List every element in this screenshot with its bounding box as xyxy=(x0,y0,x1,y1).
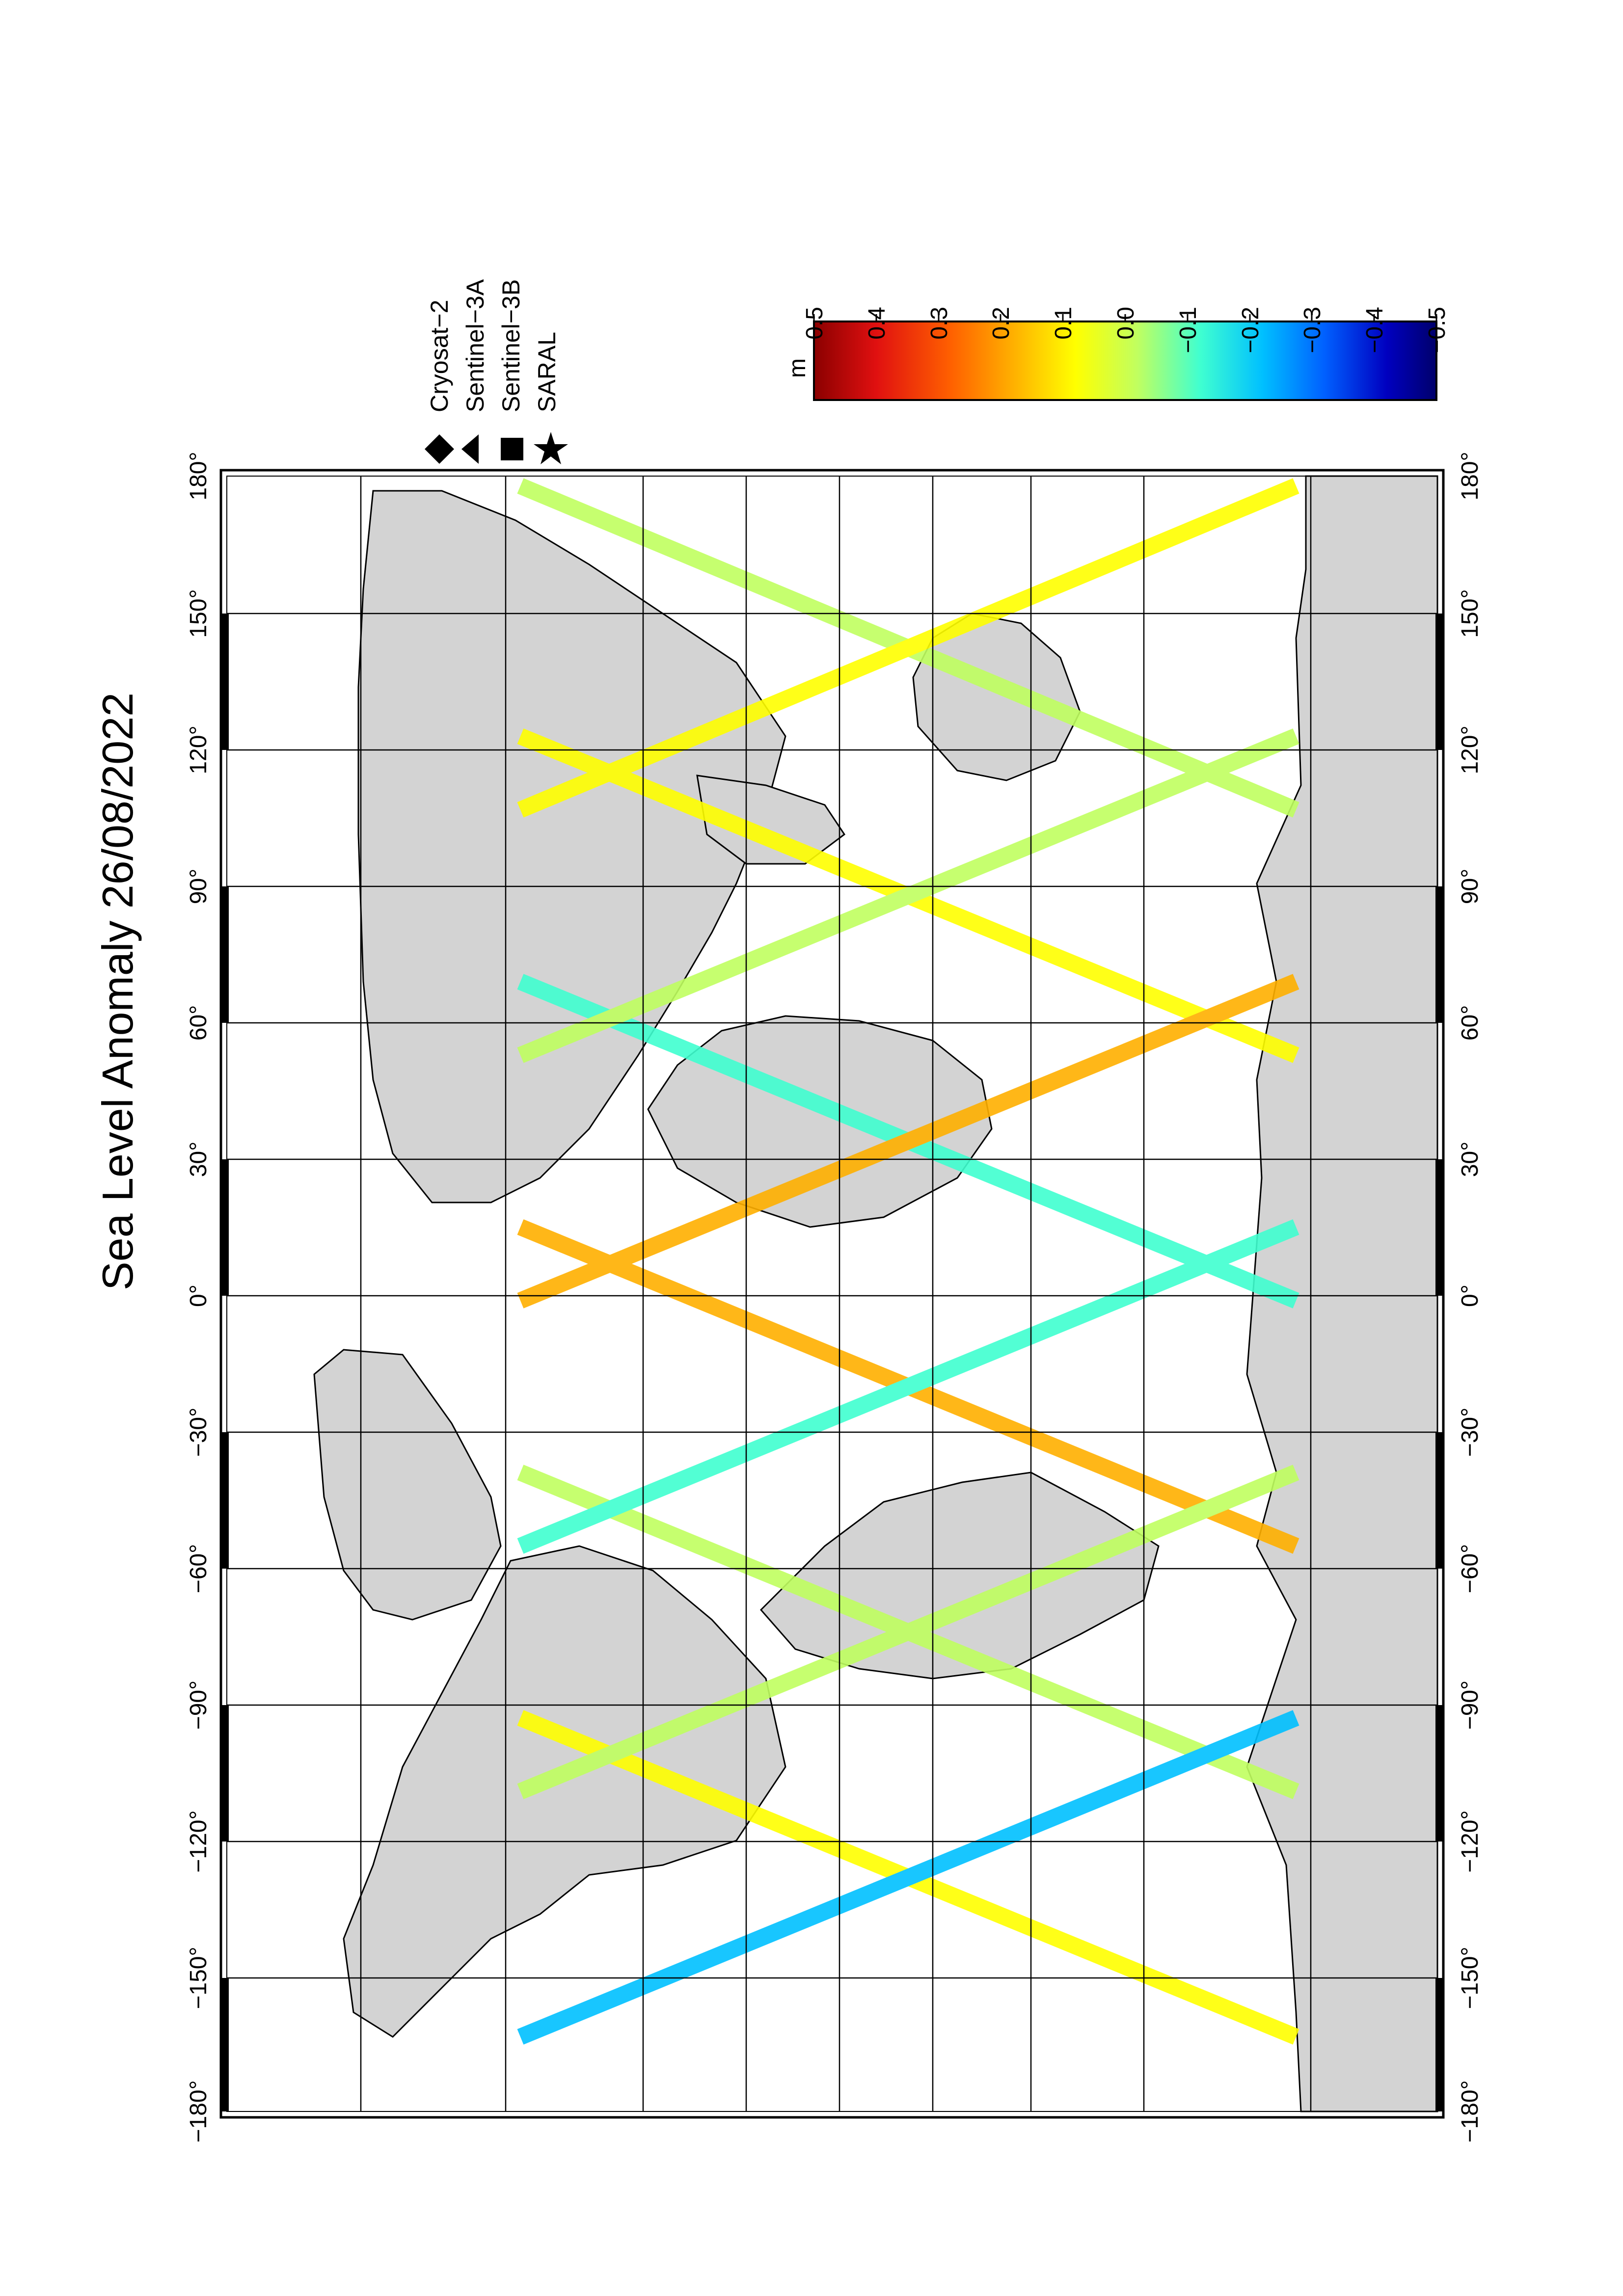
longitude-labels-right: −180° −150° −120° −90° −60° −30° 0° 30° … xyxy=(1457,452,1483,2142)
cb-label: 0.5 xyxy=(802,307,828,340)
legend-item: Cryosat−2 xyxy=(425,300,454,464)
lon-label: −30° xyxy=(186,1408,212,1457)
square-icon xyxy=(501,438,523,460)
lon-label: 120° xyxy=(1457,725,1483,774)
cb-label: 0.2 xyxy=(988,307,1014,340)
eurasia xyxy=(357,490,786,1203)
lon-label: −120° xyxy=(186,1810,212,1872)
lon-label: 180° xyxy=(1457,452,1483,500)
triangle-icon xyxy=(461,434,479,464)
cb-label: 0.3 xyxy=(926,307,952,340)
lon-label: 150° xyxy=(186,589,212,638)
frame-scale-bars xyxy=(221,614,1443,2111)
legend-label: SARAL xyxy=(533,332,561,412)
colorbar-unit: m xyxy=(784,358,811,378)
lon-label: 60° xyxy=(186,1005,212,1041)
colorbar-labels: 0.5 0.4 0.3 0.2 0.1 0.0 −0.1 −0.2 −0.3 −… xyxy=(802,307,1450,353)
cb-label: −0.5 xyxy=(1424,307,1450,353)
lon-label: 30° xyxy=(1457,1142,1483,1177)
lon-label: 120° xyxy=(186,725,212,774)
lon-label: 0° xyxy=(186,1284,212,1307)
lon-label: −180° xyxy=(1457,2080,1483,2142)
cb-label: −0.4 xyxy=(1362,307,1388,353)
lon-label: −120° xyxy=(1457,1810,1483,1872)
legend-label: Sentinel−3B xyxy=(497,279,525,412)
star-icon xyxy=(534,432,568,464)
lon-label: −90° xyxy=(1457,1681,1483,1730)
cb-label: −0.1 xyxy=(1175,307,1201,353)
lon-label: −180° xyxy=(186,2080,212,2142)
lon-label: 150° xyxy=(1457,589,1483,638)
lon-label: −60° xyxy=(186,1544,212,1594)
lon-label: 60° xyxy=(1457,1005,1483,1041)
map-title: Sea Level Anomaly 26/08/2022 xyxy=(93,693,142,1290)
colorbar-gradient xyxy=(813,320,1437,401)
cb-label: −0.3 xyxy=(1299,307,1325,353)
lon-label: −30° xyxy=(1457,1408,1483,1457)
lon-label: −90° xyxy=(186,1681,212,1730)
cb-label: 0.1 xyxy=(1051,307,1077,340)
cb-label: 0.0 xyxy=(1113,307,1139,340)
graticule xyxy=(227,476,1437,2111)
lon-label: 0° xyxy=(1457,1284,1483,1307)
satellite-legend: Cryosat−2 Sentinel−3A Sentinel−3B SARAL xyxy=(425,279,568,464)
lon-label: −150° xyxy=(186,1947,212,2009)
south-america xyxy=(759,1471,1160,1680)
satellite-tracks xyxy=(517,478,1299,2045)
lon-label: 180° xyxy=(186,452,212,500)
diamond-icon xyxy=(425,434,454,464)
cb-label: 0.4 xyxy=(864,307,890,340)
colorbar-ticks xyxy=(813,314,1437,321)
legend-label: Sentinel−3A xyxy=(461,279,489,412)
north-america xyxy=(343,1545,786,2038)
legend-item: Sentinel−3A xyxy=(461,279,489,464)
longitude-labels-left: −180° −150° −120° −90° −60° −30° 0° 30° … xyxy=(186,452,212,2142)
legend-item: Sentinel−3B xyxy=(497,279,525,460)
australia xyxy=(912,613,1081,781)
lon-label: 30° xyxy=(186,1142,212,1177)
india xyxy=(696,774,846,865)
cb-label: −0.2 xyxy=(1238,307,1264,353)
lon-label: −60° xyxy=(1457,1544,1483,1594)
lon-label: −150° xyxy=(1457,1947,1483,2009)
colorbar: m 0.5 0.4 0.3 0.2 0.1 0.0 −0.1 −0.2 −0.3… xyxy=(784,307,1450,401)
lon-label: 90° xyxy=(186,869,212,905)
lon-label: 90° xyxy=(1457,869,1483,905)
land-masses xyxy=(313,475,1438,2112)
legend-item: SARAL xyxy=(533,332,568,464)
legend-label: Cryosat−2 xyxy=(426,300,453,412)
